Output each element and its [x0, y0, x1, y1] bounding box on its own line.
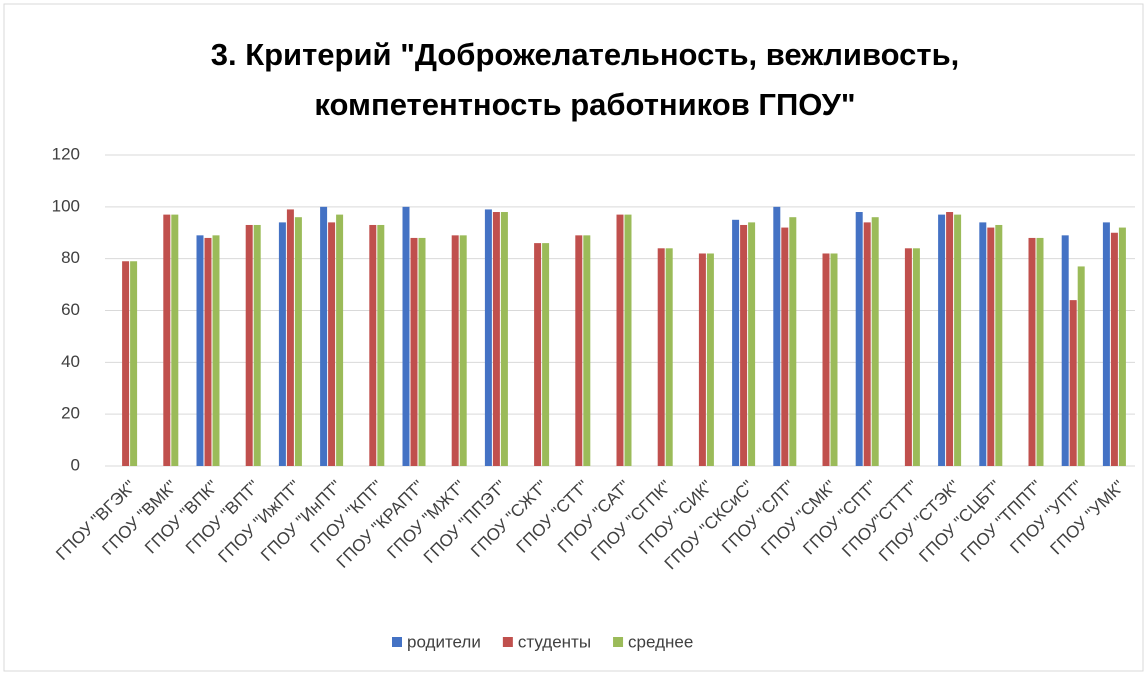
y-tick-label: 0 [71, 455, 80, 474]
bar [995, 224, 1003, 466]
chart-border [3, 3, 1144, 672]
bar [830, 253, 838, 466]
bar [320, 206, 328, 467]
bar [698, 253, 706, 466]
bar [855, 212, 863, 466]
bar [789, 217, 797, 466]
bar [286, 209, 294, 467]
bar [657, 248, 665, 466]
bar [1118, 227, 1126, 466]
y-tick-label: 100 [52, 196, 80, 215]
legend-label: среднее [628, 632, 693, 651]
bar [1069, 300, 1077, 466]
bar [253, 224, 261, 466]
bar [665, 248, 673, 466]
y-tick-label: 120 [52, 144, 80, 163]
bar [410, 237, 418, 466]
bar [171, 214, 179, 466]
bar [542, 243, 550, 466]
legend-label: родители [407, 632, 481, 651]
bar [534, 243, 542, 466]
bar [245, 224, 253, 466]
bar [459, 235, 467, 466]
bar [278, 222, 286, 466]
bar [912, 248, 920, 466]
bar [294, 217, 302, 466]
bar [946, 212, 954, 466]
bar [740, 224, 748, 466]
y-tick-label: 20 [61, 404, 80, 423]
bar [328, 222, 336, 466]
bar [451, 235, 459, 466]
bar [130, 261, 138, 466]
bar [484, 209, 492, 467]
y-tick-label: 80 [61, 248, 80, 267]
bar [122, 261, 130, 466]
bar [336, 214, 344, 466]
bar [212, 235, 220, 466]
bar [1061, 235, 1069, 466]
bar [732, 219, 740, 466]
bar [863, 222, 871, 466]
legend-swatch [502, 637, 513, 647]
legend-swatch [613, 637, 624, 647]
chart-title: 3. Критерий "Доброжелательность, вежливо… [210, 37, 960, 122]
bar [1028, 237, 1036, 466]
bar [987, 227, 995, 466]
bar [369, 224, 377, 466]
y-tick-label: 40 [61, 352, 80, 371]
bar [748, 222, 756, 466]
bar [822, 253, 830, 466]
legend-swatch [392, 637, 402, 647]
bar [773, 206, 781, 467]
bar [418, 237, 426, 466]
bar [871, 217, 879, 466]
bar [1036, 237, 1044, 466]
bar [575, 235, 583, 466]
bar [624, 214, 632, 466]
bar [402, 206, 410, 467]
bar [204, 237, 212, 466]
bar [954, 214, 962, 466]
bar [706, 253, 714, 466]
bar [1102, 222, 1110, 466]
bar [196, 235, 204, 466]
bar [979, 222, 987, 466]
bar [616, 214, 624, 466]
bar [583, 235, 591, 466]
bar [492, 212, 500, 466]
bar [377, 224, 385, 466]
bar [500, 212, 508, 466]
bar [938, 214, 946, 466]
legend-label: студенты [518, 632, 591, 651]
y-tick-label: 60 [61, 300, 80, 319]
bar [163, 214, 171, 466]
bar [781, 227, 789, 466]
bar [1077, 266, 1085, 466]
bar [904, 248, 912, 466]
bar [1110, 232, 1118, 466]
